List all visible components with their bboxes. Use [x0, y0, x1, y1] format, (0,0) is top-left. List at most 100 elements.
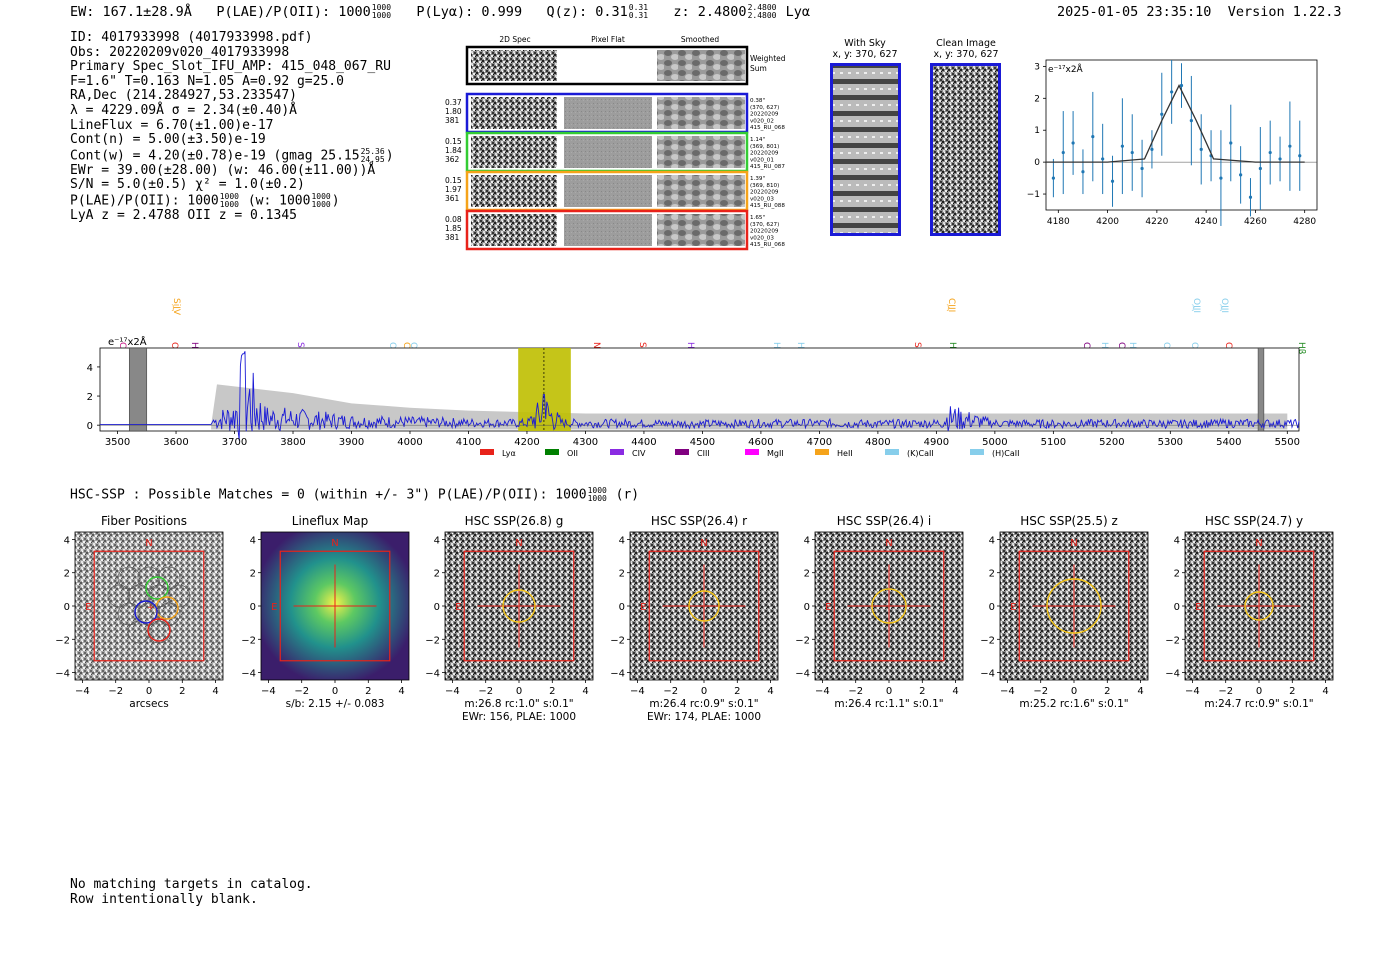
cutout-xtick: 0 — [1071, 686, 1077, 697]
spectral-line-marker: } — [946, 304, 950, 312]
cutout-ytick: 0 — [804, 602, 810, 613]
info-primary: Primary Spec_Slot_IFU_AMP: 415_048_067_R… — [70, 59, 391, 75]
zoom-point — [1091, 134, 1095, 139]
header-qz-frac: 0.31 0.31 — [628, 3, 649, 20]
spec-row-right-text: v020_02 — [750, 118, 774, 124]
spec-row-flat — [564, 136, 652, 168]
full-xtick: 4800 — [865, 437, 890, 448]
zoom-point — [1120, 144, 1124, 148]
info-radec: RA,Dec (214.284927,53.233547) — [70, 88, 297, 104]
cutout-xtick: −2 — [1033, 686, 1048, 697]
zoom-point — [1170, 90, 1174, 94]
spectral-line-label: OIII — [1191, 298, 1201, 313]
cutout-ytick: 2 — [989, 569, 995, 580]
cutout-ytick: 0 — [989, 602, 995, 613]
full-xtick: 4500 — [690, 437, 715, 448]
header-plae-frac: 1000 1000 — [371, 3, 392, 20]
fiber-highlight — [134, 600, 158, 624]
cutout-7: HSC SSP(24.7) y N E 4 2 0 −2 −4 −4 −2 0 2 4 m:24.7 rc… — [1160, 510, 1340, 730]
spec-row-right-text: 20220209 — [750, 229, 779, 235]
detection-info: ID: 4017933998 (4017933998.pdf) Obs: 202… — [70, 30, 394, 224]
spectral-line-marker: } — [1191, 304, 1195, 312]
full-xtick: 4200 — [514, 437, 539, 448]
info-lambda: λ = 4229.09Å σ = 2.34(±0.40)Å — [70, 102, 297, 118]
spec-row-smoothed — [657, 136, 745, 168]
legend-label: CIV — [632, 449, 646, 458]
spec-row-flat — [564, 214, 652, 246]
cutout-ytick: −2 — [425, 635, 440, 646]
fiber-circle — [117, 566, 141, 590]
cutout-ytick: −2 — [980, 635, 995, 646]
cutout-xtick: −2 — [663, 686, 678, 697]
spec-row-left-text: 1.84 — [445, 146, 462, 155]
zoom-point — [1258, 166, 1262, 171]
spec-row-2d — [471, 214, 557, 246]
cutout-caption: m:25.2 rc:1.6" s:0.1" — [1019, 698, 1128, 710]
cutout-ytick: 0 — [64, 602, 70, 613]
zoom-point — [1071, 141, 1075, 145]
spec-row-left-text: 1.85 — [445, 224, 462, 233]
cutout-xtick: 4 — [212, 686, 218, 697]
cutout-ytick: 2 — [619, 569, 625, 580]
spec-row-left-text: 0.15 — [445, 176, 462, 185]
cutout-xtick: −4 — [630, 686, 645, 697]
info-plae: P(LAE)/P(OII): 1000 1000 1000 (w: 1000 1000… — [70, 192, 340, 210]
timestamp: 2025-01-05 23:35:10 — [1057, 4, 1212, 20]
cutout-5: HSC SSP(26.4) i N E 4 2 0 −2 −4 −4 −2 0 2 4 m:26.4 rc… — [790, 510, 970, 730]
cutout-ytick: 2 — [804, 569, 810, 580]
zoom-xtick: 4220 — [1145, 217, 1168, 227]
full-xtick: 3500 — [105, 437, 130, 448]
zoom-point — [1179, 83, 1184, 88]
full-xtick: 4600 — [748, 437, 773, 448]
zoom-point — [1110, 179, 1115, 183]
version: Version 1.22.3 — [1227, 4, 1342, 20]
spectral-line-label: Hβ — [1296, 342, 1306, 355]
full-xtick: 5500 — [1275, 437, 1300, 448]
full-xtick: 5100 — [1041, 437, 1066, 448]
cutout-xtick: 4 — [582, 686, 588, 697]
zoom-point — [1298, 154, 1302, 158]
zoom-point — [1268, 150, 1272, 155]
cutout-ytick: 4 — [619, 535, 625, 546]
spec-row-right-text: 1.65" — [750, 215, 765, 221]
cutout-xtick: 2 — [734, 686, 740, 697]
info-z: LyA z = 2.4788 OII z = 0.1345 — [70, 208, 297, 224]
weighted-2d — [471, 50, 557, 81]
spec-row-right-text: 415_RU_087 — [750, 164, 785, 170]
cutout-6: HSC SSP(25.5) z N E 4 2 0 −2 −4 −4 −2 0 2 4 m:25.2 rc… — [975, 510, 1155, 730]
cutout-xtick: 2 — [365, 686, 371, 697]
north-label: N — [515, 538, 522, 549]
east-label: E — [271, 602, 277, 613]
cutout-ytick: −2 — [241, 635, 256, 646]
cutout-ytick: −2 — [55, 635, 70, 646]
cutout-ytick: 4 — [250, 535, 256, 546]
spec-row-2d — [471, 136, 557, 168]
cutout-xtick: 0 — [146, 686, 152, 697]
cutout-xtick: −4 — [1000, 686, 1015, 697]
cutout-xtick: 2 — [549, 686, 555, 697]
spec-row-left-text: 0.08 — [445, 215, 462, 224]
cutout-xtick: 4 — [1137, 686, 1143, 697]
legend-label: (H)CaII — [992, 449, 1019, 458]
cutout-xtick: −2 — [478, 686, 493, 697]
legend-swatch — [545, 449, 559, 455]
full-xtick: 4400 — [631, 437, 656, 448]
with-sky-image — [830, 63, 901, 236]
with-sky-title: With Sky x, y: 370, 627 — [832, 38, 898, 60]
weighted-label: Weighted — [750, 54, 786, 63]
masked-region — [128, 347, 148, 432]
zoom-xtick: 4200 — [1096, 217, 1119, 227]
zoom-point — [1278, 157, 1282, 161]
spec-row-right-text: (369, 810) — [750, 183, 779, 189]
cutout-xtick: −4 — [75, 686, 90, 697]
zoom-point — [1239, 173, 1243, 177]
catalog-aperture — [1046, 578, 1102, 634]
cutout-title: HSC SSP(24.7) y — [1205, 514, 1303, 528]
zoom-point — [1199, 147, 1203, 151]
full-xtick: 4900 — [924, 437, 949, 448]
zoom-xtick: 4240 — [1195, 217, 1218, 227]
zoom-point — [1189, 119, 1193, 123]
zoom-point — [1248, 195, 1253, 199]
cutout-caption: s/b: 2.15 +/- 0.083 — [286, 698, 385, 710]
cutout-xtick: −4 — [445, 686, 460, 697]
